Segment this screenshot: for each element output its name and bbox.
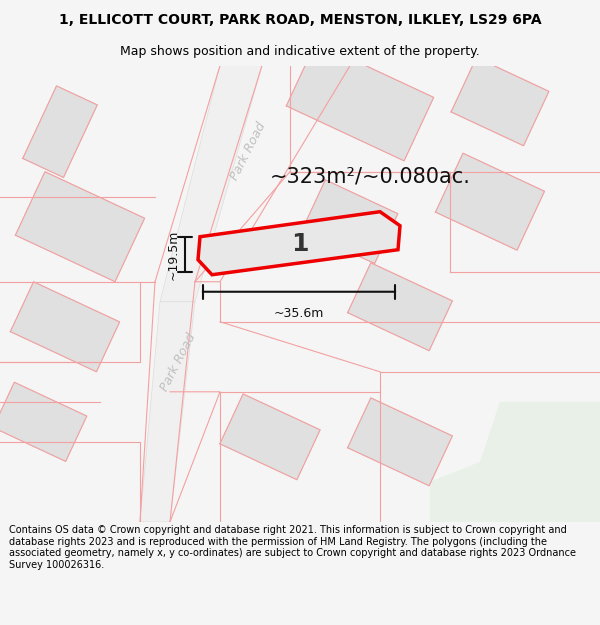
Polygon shape (347, 262, 452, 351)
Text: ~19.5m: ~19.5m (167, 229, 180, 280)
Polygon shape (436, 153, 545, 250)
Polygon shape (23, 86, 97, 177)
Polygon shape (347, 398, 452, 486)
Text: 1: 1 (291, 232, 309, 256)
Text: 1, ELLICOTT COURT, PARK ROAD, MENSTON, ILKLEY, LS29 6PA: 1, ELLICOTT COURT, PARK ROAD, MENSTON, I… (59, 12, 541, 27)
Text: ~35.6m: ~35.6m (274, 307, 324, 320)
Text: Park Road: Park Road (158, 331, 198, 393)
Polygon shape (160, 66, 262, 302)
Polygon shape (0, 382, 87, 461)
Text: Contains OS data © Crown copyright and database right 2021. This information is : Contains OS data © Crown copyright and d… (9, 525, 576, 570)
Polygon shape (140, 302, 195, 522)
Polygon shape (10, 282, 119, 372)
Text: Park Road: Park Road (228, 121, 268, 182)
Polygon shape (16, 172, 145, 282)
Polygon shape (286, 42, 434, 161)
Text: ~323m²/~0.080ac.: ~323m²/~0.080ac. (269, 167, 470, 187)
Polygon shape (220, 394, 320, 480)
Polygon shape (451, 58, 549, 146)
Polygon shape (302, 180, 398, 264)
Polygon shape (460, 422, 600, 522)
Polygon shape (430, 402, 600, 522)
Polygon shape (198, 212, 400, 275)
Text: Map shows position and indicative extent of the property.: Map shows position and indicative extent… (120, 45, 480, 58)
